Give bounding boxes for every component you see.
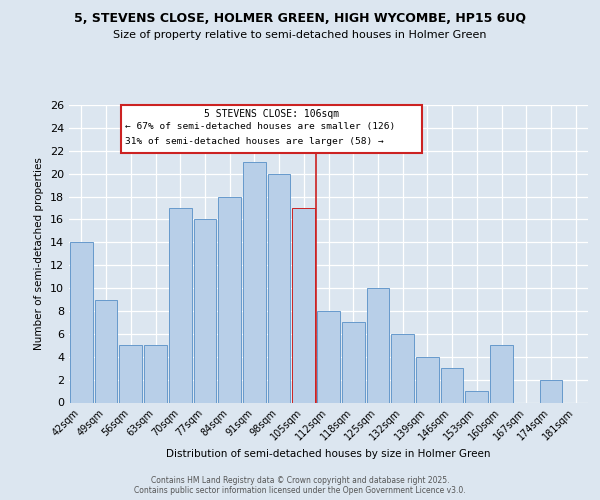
Bar <box>539 380 562 402</box>
Bar <box>416 356 439 403</box>
Text: 5, STEVENS CLOSE, HOLMER GREEN, HIGH WYCOMBE, HP15 6UQ: 5, STEVENS CLOSE, HOLMER GREEN, HIGH WYC… <box>74 12 526 26</box>
Bar <box>95 300 118 403</box>
Bar <box>169 208 191 402</box>
Text: Size of property relative to semi-detached houses in Holmer Green: Size of property relative to semi-detach… <box>113 30 487 40</box>
Bar <box>317 311 340 402</box>
Bar <box>466 391 488 402</box>
X-axis label: Distribution of semi-detached houses by size in Holmer Green: Distribution of semi-detached houses by … <box>166 449 491 459</box>
Bar <box>490 346 513 403</box>
Bar <box>70 242 93 402</box>
Bar <box>342 322 365 402</box>
Bar <box>243 162 266 402</box>
Bar <box>367 288 389 403</box>
Text: 31% of semi-detached houses are larger (58) →: 31% of semi-detached houses are larger (… <box>125 137 383 146</box>
Bar <box>268 174 290 402</box>
Bar <box>391 334 414 402</box>
Bar <box>292 208 315 402</box>
Y-axis label: Number of semi-detached properties: Number of semi-detached properties <box>34 158 44 350</box>
FancyBboxPatch shape <box>121 105 422 153</box>
Text: Contains HM Land Registry data © Crown copyright and database right 2025.: Contains HM Land Registry data © Crown c… <box>151 476 449 485</box>
Text: Contains public sector information licensed under the Open Government Licence v3: Contains public sector information licen… <box>134 486 466 495</box>
Text: ← 67% of semi-detached houses are smaller (126): ← 67% of semi-detached houses are smalle… <box>125 122 395 131</box>
Bar <box>119 346 142 403</box>
Bar <box>441 368 463 402</box>
Bar <box>218 196 241 402</box>
Text: 5 STEVENS CLOSE: 106sqm: 5 STEVENS CLOSE: 106sqm <box>204 109 339 119</box>
Bar <box>144 346 167 403</box>
Bar <box>194 220 216 402</box>
